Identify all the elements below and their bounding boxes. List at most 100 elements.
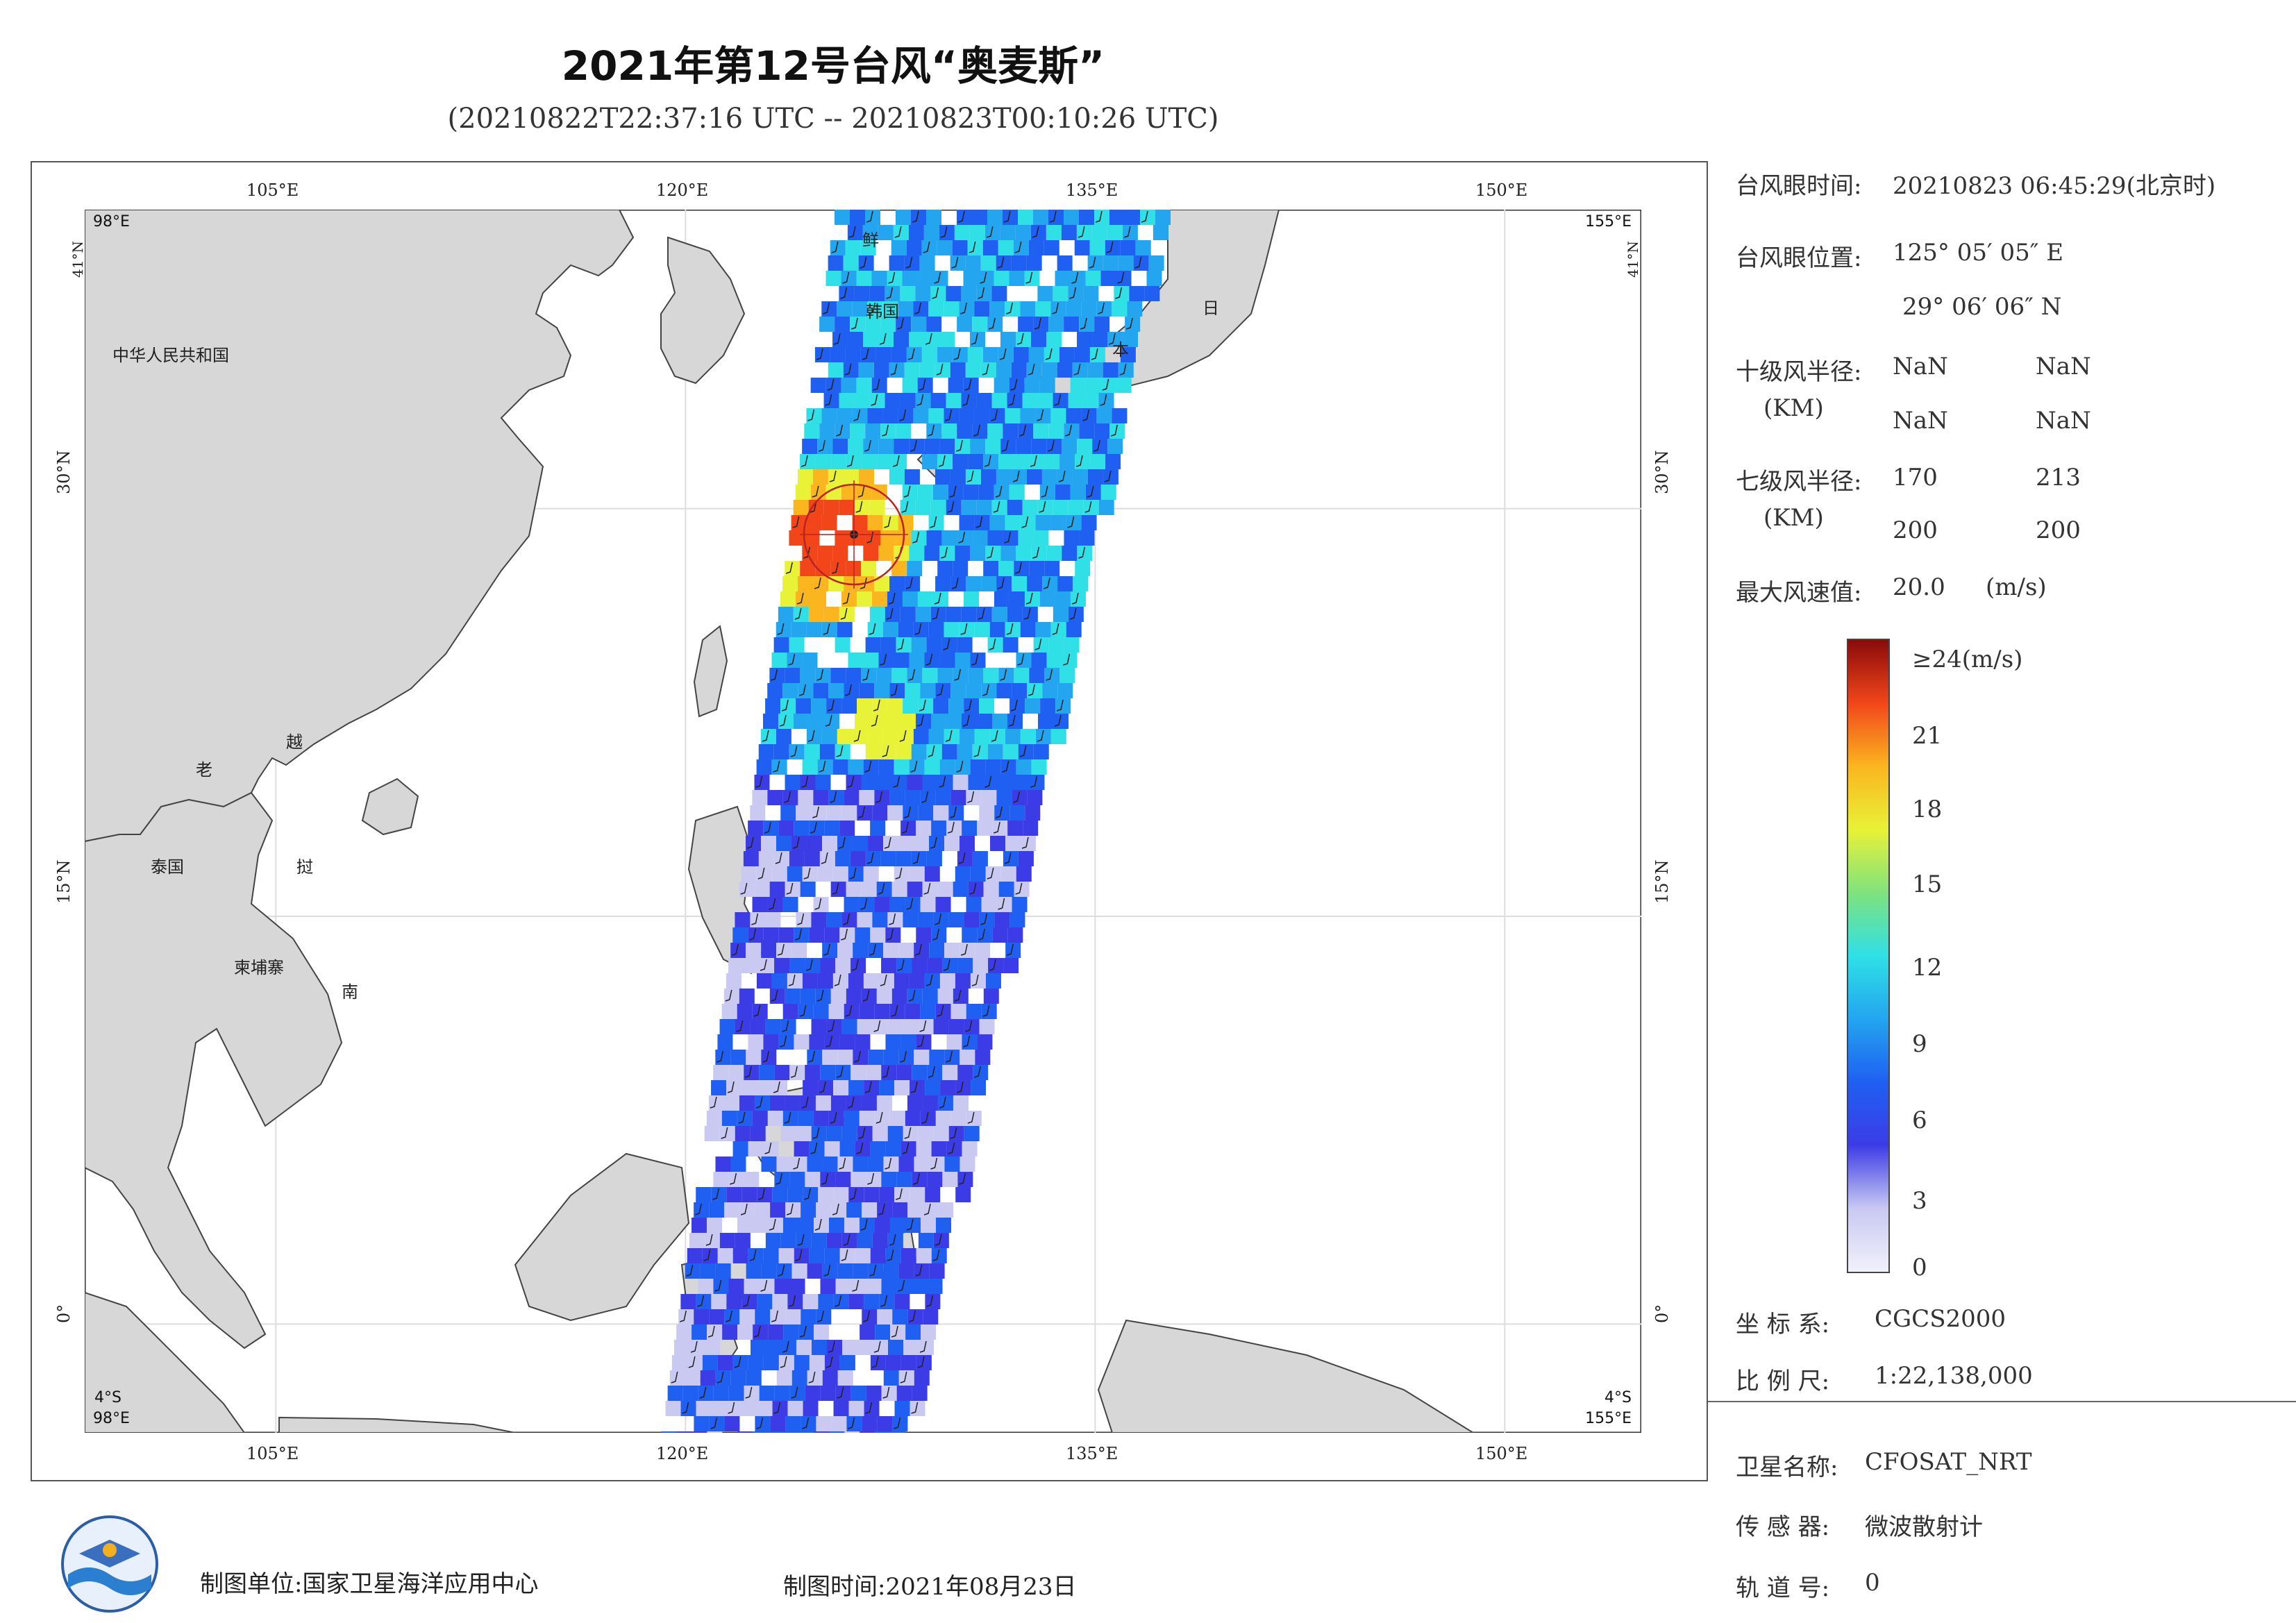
wind-barb: [764, 821, 771, 834]
wind-cell: [855, 927, 871, 943]
wind-barb: [914, 623, 922, 635]
wind-cell: [962, 821, 978, 836]
wind-barb: [1054, 394, 1062, 406]
wind-cell: [863, 973, 879, 989]
wind-cell: [894, 1401, 910, 1416]
wind-barb: [954, 668, 962, 681]
wind-cell: [990, 836, 1006, 851]
wind-cell: [883, 1370, 899, 1386]
wind-barb: [925, 974, 933, 986]
sensor-value: 微波散射计: [1865, 1513, 1983, 1541]
wind-barb: [810, 821, 817, 834]
wind-cell: [766, 1340, 782, 1355]
wind-cell: [1077, 332, 1093, 347]
wind-cell: [774, 958, 790, 973]
wind-barb: [960, 623, 968, 635]
map-canvas: 105°E 120°E 135°E 150°E 98°E 155°E 98°E …: [85, 210, 1641, 1433]
wind-barb: [1095, 210, 1103, 223]
wind-cell: [776, 729, 791, 744]
wind-cell: [1031, 759, 1047, 775]
wind-barb: [853, 409, 861, 421]
wind-barb: [755, 775, 763, 788]
wind-barb: [730, 1172, 737, 1185]
wind-cell: [973, 958, 989, 973]
wind-cell: [1000, 332, 1016, 347]
wind-cell: [878, 439, 894, 454]
wind-cell: [1018, 210, 1033, 225]
wind-barb: [923, 882, 931, 895]
wind-cell: [960, 1157, 975, 1172]
place-thailand: 泰国: [151, 857, 184, 877]
wind-cell: [933, 805, 949, 821]
wind-cell: [1089, 240, 1105, 255]
wind-cell: [800, 668, 816, 683]
wind-cell: [822, 836, 838, 851]
wind-cell: [930, 500, 946, 515]
colorbar: [1847, 639, 1890, 1273]
lon-label-bottom-105: 105°E: [246, 1444, 299, 1463]
wind-cell: [841, 1126, 857, 1141]
wind-cell: [1009, 591, 1025, 607]
wind-cell: [898, 836, 914, 851]
wind-cell: [987, 423, 1003, 439]
wind-cell: [912, 1386, 928, 1401]
wind-cell: [722, 1325, 738, 1340]
wind-barb: [744, 1066, 752, 1078]
wind-cell: [898, 1157, 914, 1172]
wind-barb: [1098, 302, 1105, 314]
wind-cell: [1003, 958, 1019, 973]
wind-cell: [862, 1416, 878, 1431]
wind-cell: [1075, 561, 1091, 576]
wind-cell: [848, 1080, 864, 1095]
wind-cell: [891, 240, 907, 255]
wind-cell: [830, 1095, 846, 1111]
wind-barb: [1078, 226, 1085, 238]
wind-cell: [882, 408, 898, 423]
wind-barb: [671, 1371, 678, 1384]
wind-cell: [808, 714, 824, 729]
wind-cell: [904, 362, 920, 378]
wind-barb: [1021, 516, 1029, 528]
wind-cell: [794, 1355, 810, 1370]
wind-cell: [709, 1202, 725, 1218]
wind-cell: [804, 423, 820, 439]
wind-barb: [803, 867, 811, 880]
wind-cell: [826, 1126, 842, 1141]
wind-cell: [796, 1126, 812, 1141]
wind-cell: [874, 576, 890, 591]
wind-barb: [915, 1264, 923, 1277]
wind-cell: [661, 1431, 677, 1433]
wind-barb: [860, 898, 868, 910]
wind-barb: [710, 1417, 718, 1429]
wind-cell: [813, 683, 829, 698]
wind-cell: [954, 225, 970, 240]
wind-barb: [860, 256, 867, 269]
wind-cell: [816, 1416, 832, 1431]
wind-cell: [761, 1157, 777, 1172]
wind-cell: [866, 1065, 882, 1080]
wind-cell: [812, 1340, 828, 1355]
wind-cell: [965, 362, 981, 378]
wind-barb: [937, 1004, 944, 1017]
wind-cell: [1011, 362, 1027, 378]
wind-cell: [694, 1416, 710, 1431]
wind-cell: [926, 210, 941, 225]
wind-barb: [930, 836, 937, 849]
wind-cell: [774, 1386, 790, 1401]
wind-barb: [760, 1279, 768, 1292]
wind-cell: [698, 1279, 714, 1294]
wind-cell: [837, 943, 853, 958]
wind-barb: [825, 394, 832, 406]
wind-cell: [751, 1340, 766, 1355]
wind-cell: [970, 439, 986, 454]
wind-cell: [1009, 912, 1025, 927]
wind-barb: [846, 455, 854, 467]
wind-cell: [1018, 851, 1034, 866]
wind-barb: [1071, 592, 1079, 605]
land-sumatra: [85, 1291, 246, 1433]
wind-cell: [928, 408, 944, 423]
wind-barb: [826, 1035, 833, 1048]
wind-barb: [982, 363, 989, 376]
wind-cell: [817, 546, 833, 561]
wind-cell: [998, 454, 1014, 469]
